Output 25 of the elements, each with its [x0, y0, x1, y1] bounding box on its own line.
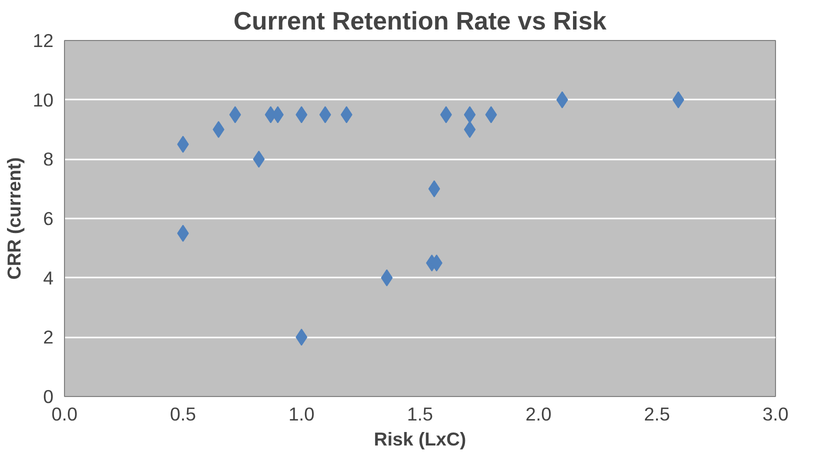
x-tick-label: 1.5 [407, 404, 433, 424]
chart-title: Current Retention Rate vs Risk [234, 8, 608, 36]
y-tick-label: 8 [43, 148, 54, 170]
x-axis-title: Risk (LxC) [374, 428, 466, 450]
x-tick-label: 3.0 [762, 404, 788, 424]
x-tick-label: 2.5 [644, 404, 670, 424]
x-tick-label: 2.0 [526, 404, 552, 424]
point [464, 121, 476, 138]
x-tick-label: 0.5 [170, 404, 196, 424]
point [464, 106, 476, 124]
point [212, 121, 224, 138]
point [556, 91, 568, 108]
y-tick-label: 2 [43, 326, 54, 348]
x-tick-label: 1.0 [288, 404, 314, 424]
x-tick-label: 0.0 [52, 404, 78, 424]
y-tick-label: 10 [32, 89, 54, 110]
y-axis-title: CRR (current) [4, 157, 25, 280]
y-tick-label: 12 [32, 30, 54, 51]
point [428, 180, 440, 198]
y-tick-label: 6 [43, 208, 54, 229]
point [319, 106, 332, 124]
y-tick-label: 4 [43, 267, 54, 288]
point [672, 91, 684, 108]
y-tick-label: 0 [43, 386, 54, 407]
point [380, 269, 393, 286]
